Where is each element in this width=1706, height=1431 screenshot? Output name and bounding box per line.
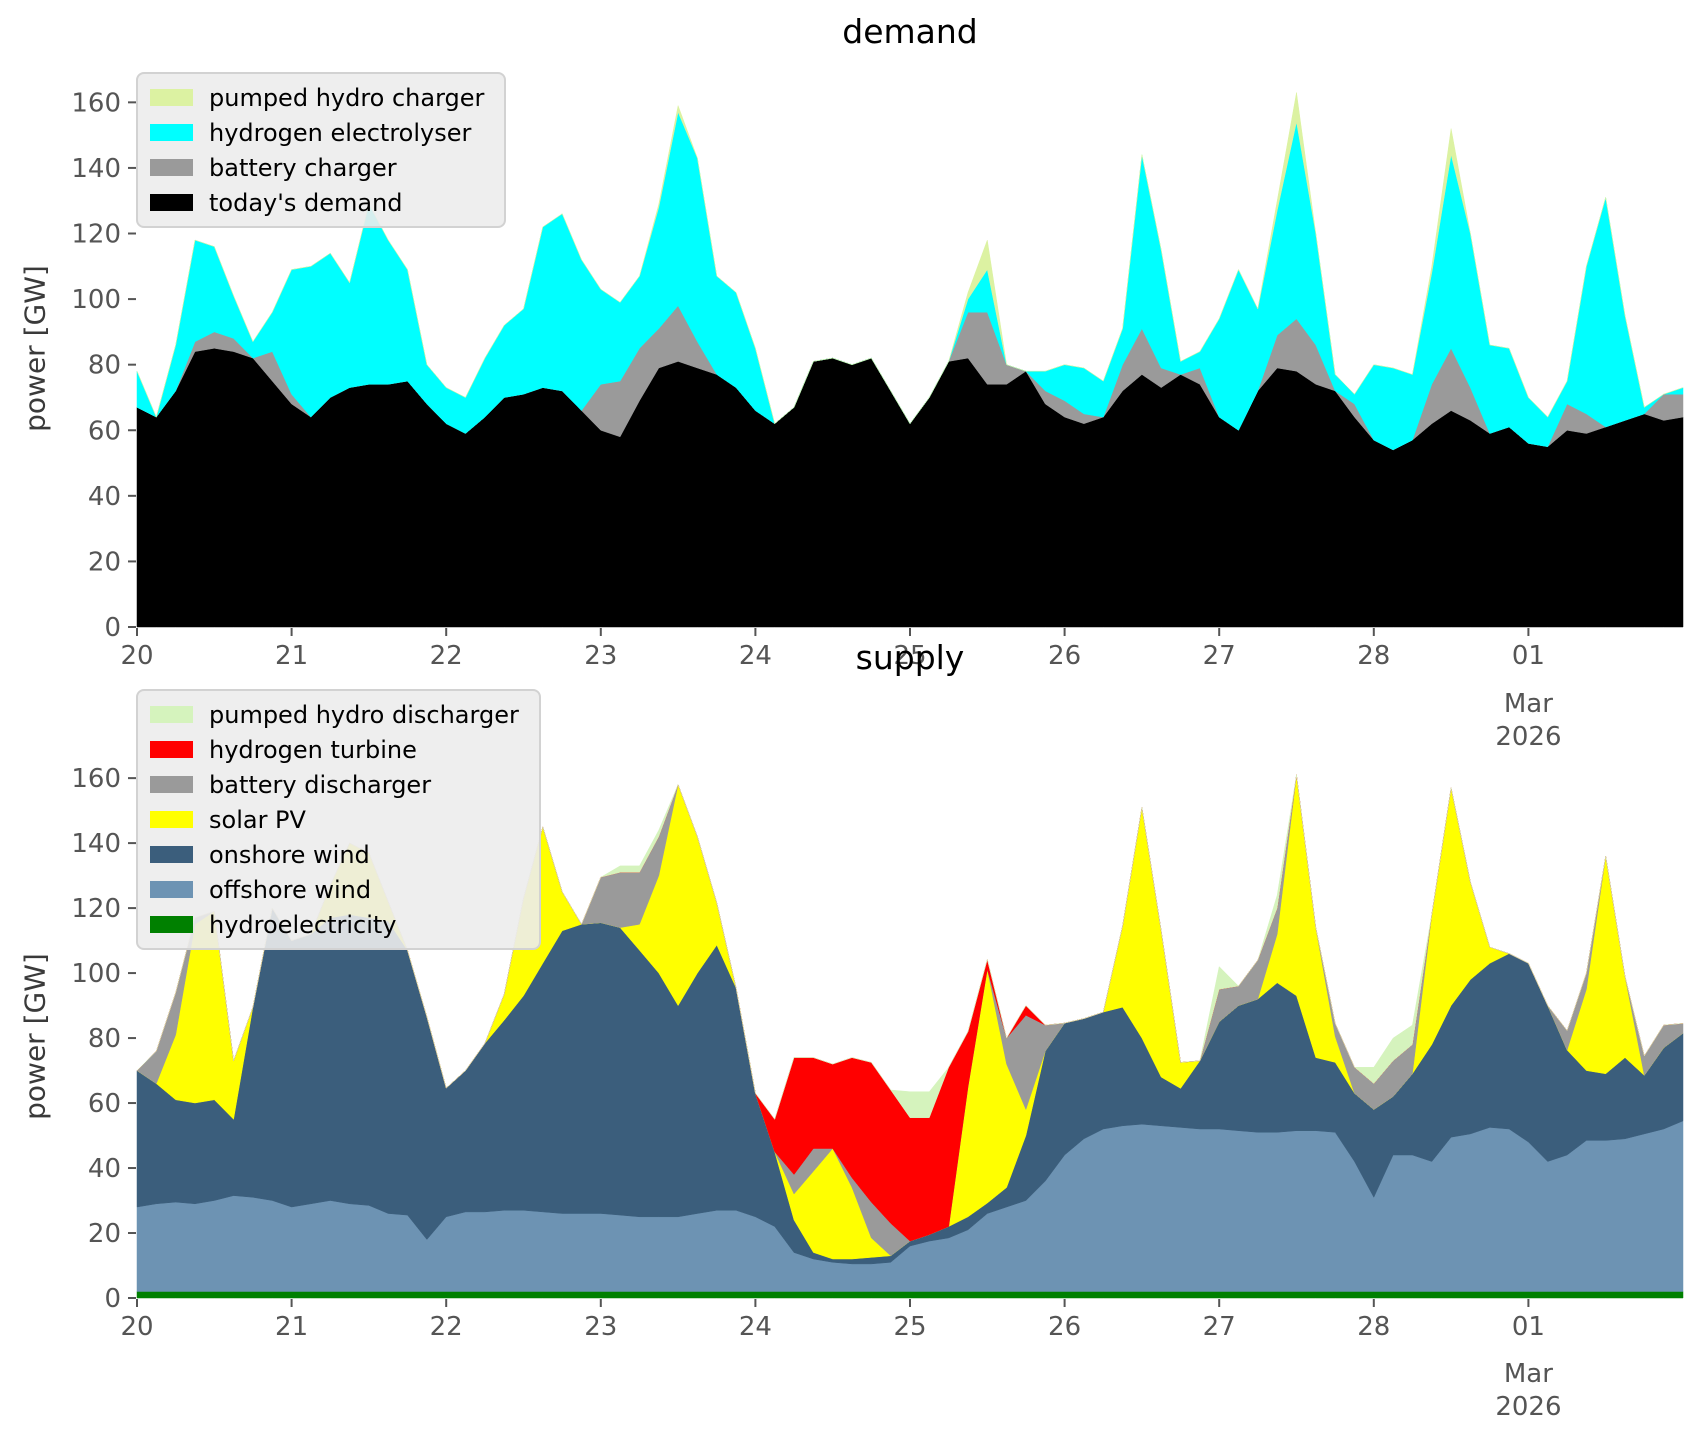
x-tick-label: 22: [430, 1312, 463, 1342]
x-tick-label: 23: [584, 1312, 617, 1342]
legend-swatch-icon: [150, 846, 193, 863]
legend-demand: pumped hydro charger hydrogen electrolyse…: [136, 72, 507, 228]
y-tick-label: 0: [104, 613, 121, 643]
y-tick-label: 60: [88, 416, 121, 446]
x-axis-month-label: Mar: [1504, 689, 1553, 719]
legend-swatch-icon: [150, 159, 193, 176]
x-tick-label: 21: [275, 641, 308, 671]
chart-title-supply: supply: [855, 638, 965, 677]
y-tick-label: 120: [71, 220, 121, 250]
legend-label: hydrogen turbine: [209, 735, 417, 764]
legend-item-onshore-wind: onshore wind: [150, 839, 519, 870]
legend-label: battery discharger: [209, 770, 432, 799]
legend-item-pumped-hydro-charger: pumped hydro charger: [150, 82, 484, 113]
x-tick-label: 23: [584, 641, 617, 671]
ylabel-supply: power [GW]: [18, 953, 52, 1120]
legend-label: onshore wind: [209, 840, 370, 869]
x-tick-label: 01: [1512, 641, 1545, 671]
y-tick-label: 120: [71, 894, 121, 924]
legend-swatch-icon: [150, 916, 193, 933]
x-tick-label: 28: [1357, 1312, 1390, 1342]
x-tick-label: 24: [739, 1312, 772, 1342]
legend-label: pumped hydro charger: [209, 83, 485, 112]
legend-label: solar PV: [209, 805, 306, 834]
legend-label: battery charger: [209, 153, 397, 182]
x-axis-year-label: 2026: [1495, 722, 1561, 752]
x-tick-label: 21: [275, 1312, 308, 1342]
y-tick-label: 40: [88, 482, 121, 512]
y-tick-label: 0: [104, 1284, 121, 1314]
legend-label: today's demand: [209, 188, 403, 217]
legend-label: hydrogen electrolyser: [209, 118, 472, 147]
y-tick-label: 20: [88, 547, 121, 577]
y-tick-label: 140: [71, 829, 121, 859]
legend-label: offshore wind: [209, 875, 372, 904]
x-axis-month-label: Mar: [1504, 1359, 1553, 1389]
legend-swatch-icon: [150, 776, 193, 793]
y-tick-label: 160: [71, 88, 121, 118]
area-hydroelectricity: [136, 1291, 1684, 1299]
legend-swatch-icon: [150, 194, 193, 211]
y-tick-label: 80: [88, 351, 121, 381]
x-tick-label: 22: [430, 641, 463, 671]
legend-swatch-icon: [150, 89, 193, 106]
x-tick-label: 26: [1048, 641, 1081, 671]
y-tick-label: 40: [88, 1154, 121, 1184]
x-tick-label: 27: [1203, 641, 1236, 671]
legend-item-battery-discharger: battery discharger: [150, 769, 519, 800]
legend-swatch-icon: [150, 811, 193, 828]
legend-item-solar-pv: solar PV: [150, 804, 519, 835]
x-tick-label: 26: [1048, 1312, 1081, 1342]
y-tick-label: 140: [71, 154, 121, 184]
x-tick-label: 20: [120, 641, 153, 671]
y-tick-label: 100: [71, 285, 121, 315]
x-tick-label: 20: [120, 1312, 153, 1342]
x-tick-label: 27: [1203, 1312, 1236, 1342]
y-tick-label: 160: [71, 764, 121, 794]
legend-label: hydroelectricity: [209, 910, 397, 939]
legend-supply: pumped hydro discharger hydrogen turbine b…: [136, 689, 541, 950]
x-tick-label: 28: [1357, 641, 1390, 671]
x-tick-label: 25: [893, 641, 926, 671]
legend-label: pumped hydro discharger: [209, 700, 519, 729]
legend-swatch-icon: [150, 881, 193, 898]
area-pumped-hydro-charger: [136, 92, 1684, 425]
legend-swatch-icon: [150, 706, 193, 723]
legend-swatch-icon: [150, 124, 193, 141]
y-tick-label: 20: [88, 1219, 121, 1249]
legend-item-pumped-hydro-discharger: pumped hydro discharger: [150, 699, 519, 730]
y-tick-label: 100: [71, 959, 121, 989]
x-axis-year-label: 2026: [1495, 1392, 1561, 1422]
legend-item-offshore-wind: offshore wind: [150, 874, 519, 905]
x-tick-label: 25: [893, 1312, 926, 1342]
legend-item-hydroelectricity: hydroelectricity: [150, 909, 519, 940]
x-tick-label: 24: [739, 641, 772, 671]
legend-item-battery-charger: battery charger: [150, 152, 484, 183]
x-tick-label: 01: [1512, 1312, 1545, 1342]
ylabel-demand: power [GW]: [18, 265, 52, 432]
area-pumped-hydro-discharger: [136, 774, 1684, 1120]
chart-title-demand: demand: [842, 12, 978, 51]
legend-swatch-icon: [150, 741, 193, 758]
y-tick-label: 80: [88, 1024, 121, 1054]
legend-item-hydrogen-turbine: hydrogen turbine: [150, 734, 519, 765]
y-tick-label: 60: [88, 1089, 121, 1119]
legend-item-today-s-demand: today's demand: [150, 187, 484, 218]
legend-item-hydrogen-electrolyser: hydrogen electrolyser: [150, 117, 484, 148]
